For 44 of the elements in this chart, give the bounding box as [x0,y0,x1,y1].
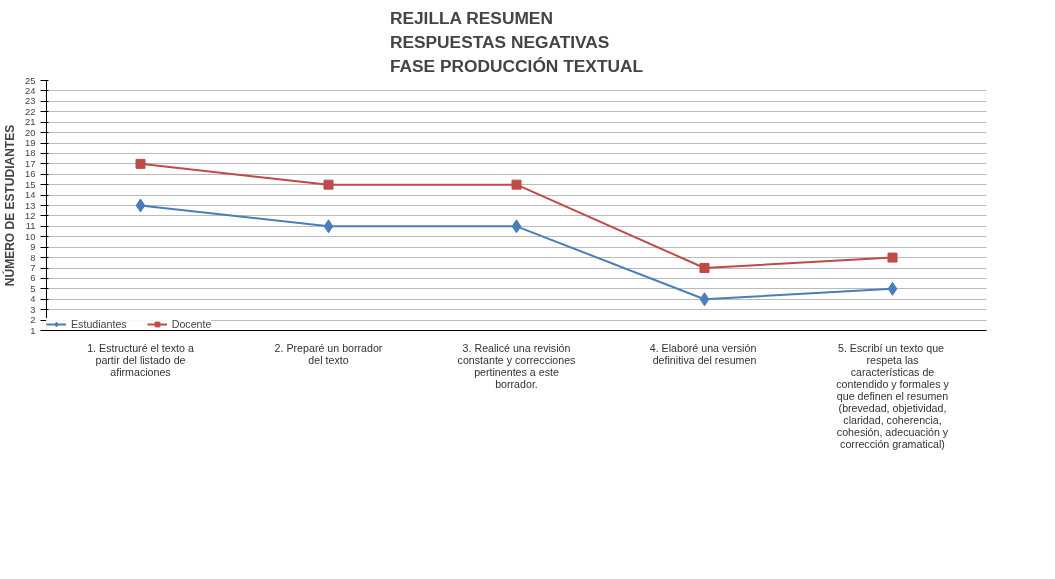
y-tick-label: 6 [30,273,36,284]
point [323,179,334,190]
x-tick-label: 4. Elaboré una versión definitiva del resumen [649,341,757,366]
y-tick-label: 17 [25,158,36,169]
y-tick-label: 22 [25,106,36,117]
y-tick-label: 16 [25,169,36,180]
legend-label: Docente [171,318,212,330]
point [887,252,898,263]
y-tick-label: 19 [25,138,36,148]
category-label: 5. Escribí un texto que respeta las características de contendido y formales y que definen el resumen (brevedad, objetividad, claridad, coherencia, cohesión, adecuación y corrección gramatical) [836,341,949,450]
y-tick-label: 11 [25,221,36,232]
point [511,219,522,234]
y-tick-label: 15 [25,179,36,190]
y-tick-label: 8 [30,252,36,263]
y-tick-label: 25 [25,75,36,86]
point [323,219,334,234]
point [887,281,898,296]
y-tick-label: 23 [25,96,36,107]
point [135,158,146,169]
x-tick-label: 2. Preparé un borrador del texto [274,341,383,366]
y-tick-label: 2 [30,315,36,326]
y-tick-label: 20 [25,127,36,138]
y-tick-label: 3 [30,304,36,315]
y-tick-label: 21 [25,117,36,128]
point [135,198,146,213]
point [699,292,710,307]
y-tick-label: 5 [30,283,36,294]
y-tick-label: 18 [25,148,36,159]
y-tick-label: 24 [25,85,36,96]
y-tick-label: 1 [30,325,36,336]
y-tick-label: 4 [30,294,36,305]
legend-label: Estudiantes [71,318,127,330]
point [699,263,710,273]
y-axis-title: NÚMERO DE ESTUDIANTES [2,124,18,287]
chart-title: REJILLA RESUMEN RESPUESTAS NEGATIVAS FASE PRODUCCIÓN TEXTUAL [389,7,644,76]
y-tick-label: 13 [25,200,36,211]
y-tick-label: 10 [25,231,36,242]
x-tick-label: 1. Estructuré el texto a partir del listado de afirmaciones [87,341,194,378]
x-tick-label: 3. Realicé una revisión constante y correcciones pertinentes a este borrador. [457,341,576,390]
y-tick-label: 12 [25,210,36,221]
y-tick-label: 14 [25,190,36,201]
point [511,179,522,190]
y-tick-label: 7 [30,263,36,273]
y-tick-label: 9 [30,242,36,253]
